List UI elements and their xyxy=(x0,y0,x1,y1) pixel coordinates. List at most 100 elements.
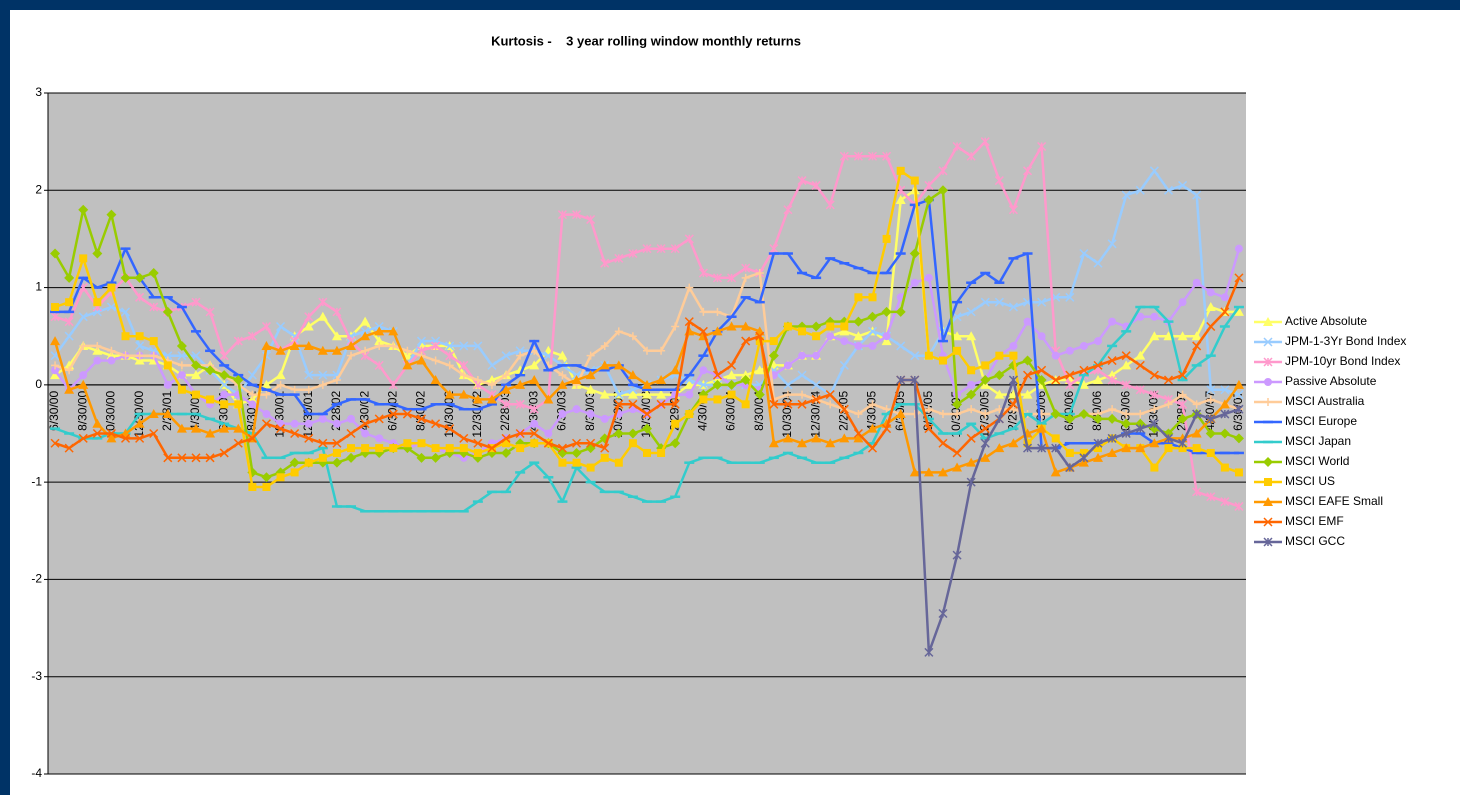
data-point xyxy=(684,234,694,244)
data-point xyxy=(502,371,511,380)
data-point xyxy=(93,341,102,350)
data-point xyxy=(1205,428,1216,439)
data-point xyxy=(1234,501,1244,511)
data-point xyxy=(613,428,624,439)
data-point xyxy=(530,346,539,355)
data-point xyxy=(1107,413,1118,424)
data-point xyxy=(937,467,948,477)
data-point xyxy=(1093,452,1104,462)
data-point xyxy=(304,312,314,322)
data-point xyxy=(431,341,441,351)
data-point xyxy=(585,384,596,394)
data-point xyxy=(317,345,328,355)
legend-label: Passive Absolute xyxy=(1285,374,1377,388)
data-point xyxy=(233,438,243,448)
data-point xyxy=(276,380,285,389)
data-point xyxy=(261,321,271,332)
data-point xyxy=(205,453,215,463)
data-point xyxy=(374,336,385,346)
data-point xyxy=(854,341,863,350)
data-point xyxy=(374,414,384,424)
data-point xyxy=(233,423,244,433)
data-point xyxy=(78,204,89,215)
data-point xyxy=(909,248,920,259)
data-point xyxy=(867,443,878,453)
legend-label: JPM-1-3Yr Bond Index xyxy=(1285,334,1406,348)
data-point xyxy=(1023,317,1032,326)
data-point xyxy=(1220,409,1230,419)
data-point xyxy=(924,405,933,414)
data-point xyxy=(107,283,116,292)
data-point xyxy=(867,311,878,322)
y-tick-label: 0 xyxy=(35,377,42,391)
data-point xyxy=(1150,405,1159,414)
data-point xyxy=(599,360,610,370)
data-point xyxy=(952,448,962,458)
data-point xyxy=(1093,258,1103,268)
data-point xyxy=(811,380,821,390)
data-point xyxy=(403,346,412,355)
data-point xyxy=(896,166,905,175)
data-point xyxy=(120,272,131,283)
x-tick-label: 10/30/00 xyxy=(104,391,118,438)
data-point xyxy=(135,433,145,443)
data-point xyxy=(473,448,482,457)
data-point xyxy=(176,340,187,351)
data-point xyxy=(558,371,567,380)
legend-label: MSCI World xyxy=(1285,454,1349,468)
data-point xyxy=(1023,166,1033,176)
x-tick-label: 8/30/02 xyxy=(414,391,428,431)
data-point xyxy=(670,365,681,375)
data-point xyxy=(529,360,540,370)
data-point xyxy=(458,389,469,399)
data-point xyxy=(1163,375,1174,385)
data-point xyxy=(389,341,398,350)
data-point xyxy=(93,298,102,307)
data-point xyxy=(515,399,525,409)
data-point xyxy=(416,452,427,463)
data-point xyxy=(530,419,539,428)
data-point xyxy=(910,375,920,385)
data-point xyxy=(1093,374,1104,384)
data-point xyxy=(798,390,807,399)
data-point xyxy=(289,340,300,350)
data-point xyxy=(304,419,313,428)
data-point xyxy=(1009,405,1018,414)
data-point xyxy=(50,248,61,259)
data-point xyxy=(671,419,680,428)
data-point xyxy=(1192,444,1201,453)
data-point xyxy=(1178,444,1187,453)
data-point xyxy=(868,400,877,409)
data-point xyxy=(953,346,962,355)
data-point xyxy=(643,448,651,457)
data-point xyxy=(953,410,962,419)
legend-label: MSCI EMF xyxy=(1285,514,1344,528)
data-point xyxy=(967,405,976,414)
data-point xyxy=(980,438,990,448)
data-point xyxy=(840,337,849,346)
y-tick-label: -2 xyxy=(31,572,42,586)
data-point xyxy=(994,414,1004,424)
data-point xyxy=(375,434,384,443)
data-point xyxy=(995,351,1004,360)
data-point xyxy=(1093,438,1103,448)
data-point xyxy=(304,458,313,467)
data-point xyxy=(78,312,88,322)
legend-marker xyxy=(1263,337,1273,347)
data-point xyxy=(177,361,186,370)
data-point xyxy=(966,433,976,443)
data-point xyxy=(529,374,540,384)
data-point xyxy=(656,389,667,399)
data-point xyxy=(346,340,357,350)
data-point xyxy=(896,375,906,385)
data-point xyxy=(1008,205,1018,215)
data-point xyxy=(769,337,778,346)
data-point xyxy=(303,321,314,331)
data-point xyxy=(614,253,624,263)
data-point xyxy=(177,453,187,463)
data-point xyxy=(571,438,582,448)
data-point xyxy=(120,307,131,317)
data-point xyxy=(1192,190,1202,200)
data-point xyxy=(895,306,906,317)
